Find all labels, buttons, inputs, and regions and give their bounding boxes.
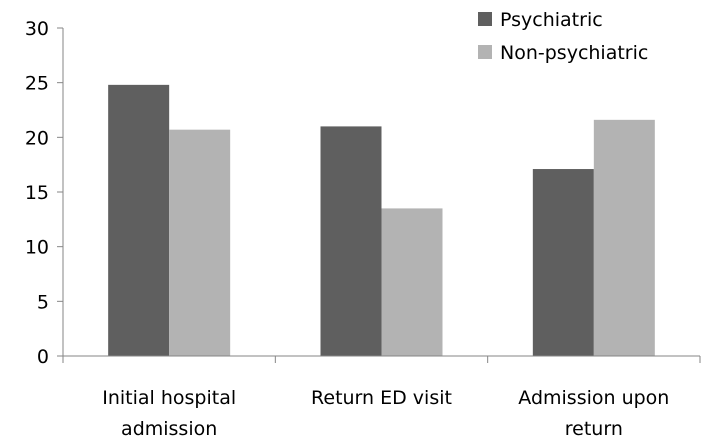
bar: [320, 126, 382, 357]
x-category-label: admission: [121, 418, 217, 440]
y-tick-label: 0: [37, 346, 49, 368]
x-category-label: Admission upon: [518, 387, 669, 409]
bar: [593, 119, 655, 356]
y-tick-label: 5: [37, 291, 49, 313]
y-tick-label: 30: [25, 18, 49, 40]
y-tick-label: 25: [25, 73, 49, 95]
legend-label: Non-psychiatric: [500, 42, 648, 64]
bars: [108, 84, 655, 357]
legend-swatch: [478, 45, 492, 59]
bar: [381, 208, 443, 356]
legend-swatch: [478, 12, 492, 26]
y-axis: 0 5 10 15 20 25 30: [25, 18, 64, 368]
x-axis: Initial hospital admission Return ED visit…: [62, 355, 701, 440]
y-tick-label: 20: [25, 127, 49, 149]
x-category-label: Initial hospital: [102, 387, 236, 409]
legend: Psychiatric Non-psychiatric: [478, 9, 648, 64]
bar: [532, 169, 594, 356]
x-category-label: Return ED visit: [311, 387, 452, 409]
legend-label: Psychiatric: [500, 9, 603, 31]
bar: [108, 84, 170, 356]
x-category-label: return: [565, 418, 623, 440]
bar: [169, 129, 231, 356]
y-tick-label: 10: [25, 237, 49, 259]
y-tick-label: 15: [25, 182, 49, 204]
